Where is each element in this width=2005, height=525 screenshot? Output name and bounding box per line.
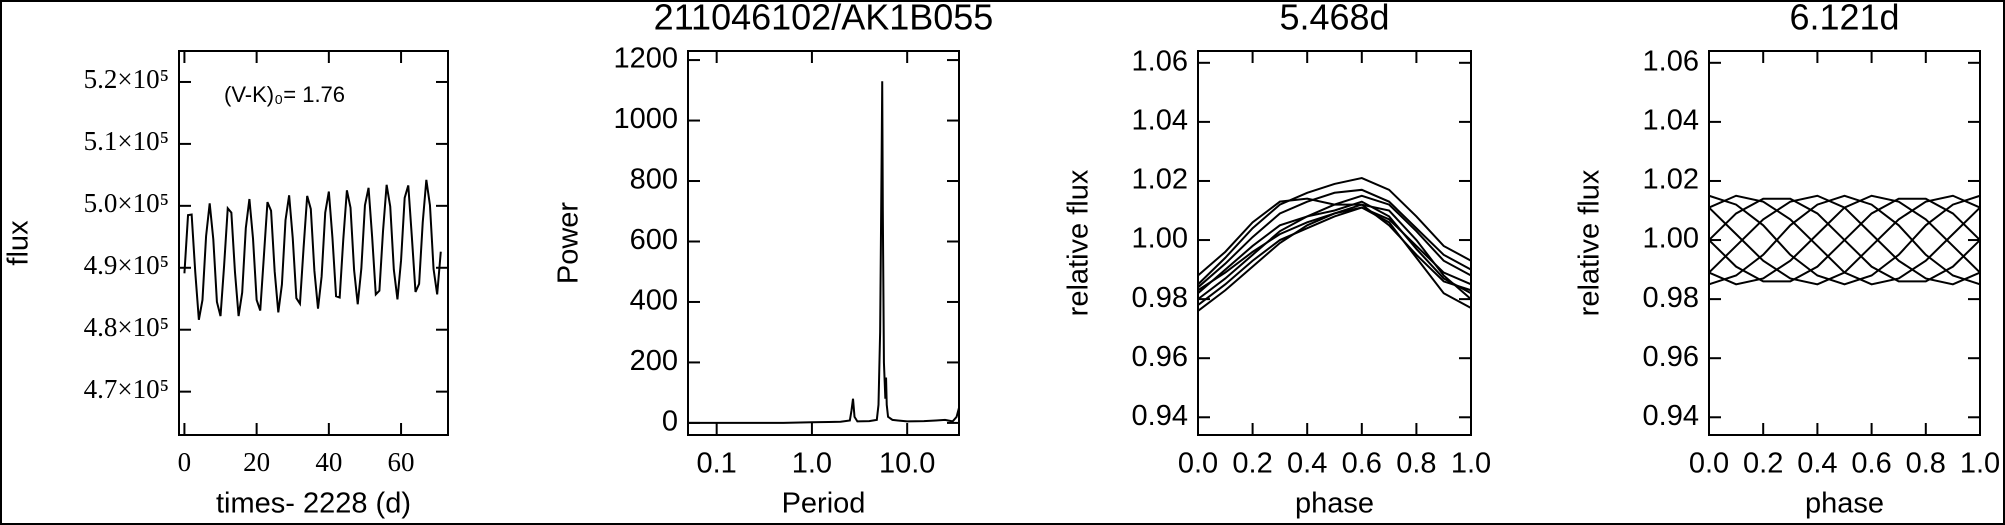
- annotation: (V-K)₀= 1.76: [224, 82, 345, 107]
- data-line: [1708, 194, 1981, 286]
- data-line: [1708, 197, 1981, 283]
- x-tick-label: 0.1: [697, 448, 737, 480]
- data-line: [1197, 206, 1472, 309]
- x-tick-label: 0.0: [1689, 448, 1729, 480]
- y-tick-label: 1.00: [1643, 223, 1699, 255]
- y-tick-label: 400: [630, 285, 678, 317]
- data-line: [1197, 206, 1472, 292]
- x-tick-label: 0.6: [1342, 448, 1382, 480]
- data-line: [1197, 188, 1472, 289]
- y-tick-label: 0: [662, 406, 678, 438]
- y-tick-label: 4.9×10⁵: [84, 250, 169, 280]
- data-line: [1708, 194, 1981, 286]
- x-tick-label: 0.8: [1396, 448, 1436, 480]
- x-tick-label: 0.4: [1287, 448, 1327, 480]
- y-tick-label: 4.8×10⁵: [84, 312, 169, 342]
- data-line: [1708, 194, 1981, 286]
- plot-frame: [687, 50, 960, 436]
- y-tick-label: 1000: [613, 103, 678, 135]
- y-tick-label: 0.94: [1132, 400, 1188, 432]
- x-tick-label: 40: [315, 447, 342, 477]
- y-tick-label: 0.96: [1643, 341, 1699, 373]
- y-tick-label: 5.0×10⁵: [84, 188, 169, 218]
- x-tick-label: 0.4: [1797, 448, 1837, 480]
- y-tick-label: 1.04: [1643, 105, 1699, 137]
- x-tick-label: 10.0: [879, 448, 935, 480]
- y-tick-label: 0.98: [1132, 282, 1188, 314]
- x-tick-label: 0.0: [1178, 448, 1218, 480]
- x-axis-title: phase: [1805, 488, 1884, 520]
- x-tick-label: 1.0: [1451, 448, 1491, 480]
- x-axis-title: Period: [782, 488, 866, 520]
- y-axis-title: flux: [3, 220, 35, 266]
- panel: 0.1 1.0 10.0 0 200 400 600 800 1000 1200 211046102…: [553, 0, 994, 520]
- x-tick-label: 1.0: [1960, 448, 2000, 480]
- y-tick-label: 0.98: [1643, 282, 1699, 314]
- y-tick-label: 200: [630, 345, 678, 377]
- x-tick-label: 0.6: [1851, 448, 1891, 480]
- y-tick-label: 1.00: [1132, 223, 1188, 255]
- y-tick-label: 0.94: [1643, 400, 1699, 432]
- y-tick-label: 1.04: [1132, 105, 1188, 137]
- x-tick-label: 0.2: [1743, 448, 1783, 480]
- plot-frame: [178, 50, 449, 436]
- y-axis-title: relative flux: [1063, 169, 1095, 316]
- data-line: [1197, 200, 1472, 295]
- plot-frame: [1708, 50, 1981, 436]
- data-line: [1197, 194, 1472, 300]
- x-tick-label: 0.8: [1906, 448, 1946, 480]
- y-tick-label: 800: [630, 164, 678, 196]
- chart-title: 211046102/AK1B055: [654, 0, 994, 38]
- y-tick-label: 1.02: [1132, 164, 1188, 196]
- data-line: [1197, 176, 1472, 286]
- panel: 0 20 40 60 4.7×10⁵ 4.8×10⁵ 4.9×10⁵ 5.0×10⁵ 5.1×1…: [3, 50, 449, 520]
- y-tick-label: 600: [630, 224, 678, 256]
- y-axis-title: relative flux: [1574, 169, 1606, 316]
- data-line: [688, 81, 960, 424]
- panel: 0.0 0.2 0.4 0.6 0.8 1.0 0.94 0.96 0.98 1.00 1.02 1.…: [1063, 0, 1492, 520]
- x-tick-label: 20: [243, 447, 270, 477]
- chart-title: 6.121d: [1789, 0, 1899, 38]
- y-tick-label: 5.2×10⁵: [84, 64, 169, 94]
- y-tick-label: 0.96: [1132, 341, 1188, 373]
- plot-frame: [1197, 50, 1472, 436]
- x-axis-title: phase: [1295, 488, 1374, 520]
- x-tick-label: 60: [388, 447, 415, 477]
- data-line: [183, 179, 442, 320]
- y-axis-title: Power: [553, 202, 585, 285]
- x-axis-title: times- 2228 (d): [216, 488, 411, 520]
- panel: 0.0 0.2 0.4 0.6 0.8 1.0 0.94 0.96 0.98 1.00 1.02 1.…: [1574, 0, 2001, 520]
- x-tick-label: 1.0: [792, 448, 832, 480]
- y-tick-label: 4.7×10⁵: [84, 374, 169, 404]
- y-tick-label: 5.1×10⁵: [84, 126, 169, 156]
- y-tick-label: 1.06: [1132, 45, 1188, 77]
- y-tick-label: 1.06: [1643, 45, 1699, 77]
- y-tick-label: 1.02: [1643, 164, 1699, 196]
- chart-title: 5.468d: [1279, 0, 1389, 38]
- x-tick-label: 0: [178, 447, 192, 477]
- x-tick-label: 0.2: [1232, 448, 1272, 480]
- y-tick-label: 1200: [613, 43, 678, 75]
- data-line: [1708, 194, 1981, 286]
